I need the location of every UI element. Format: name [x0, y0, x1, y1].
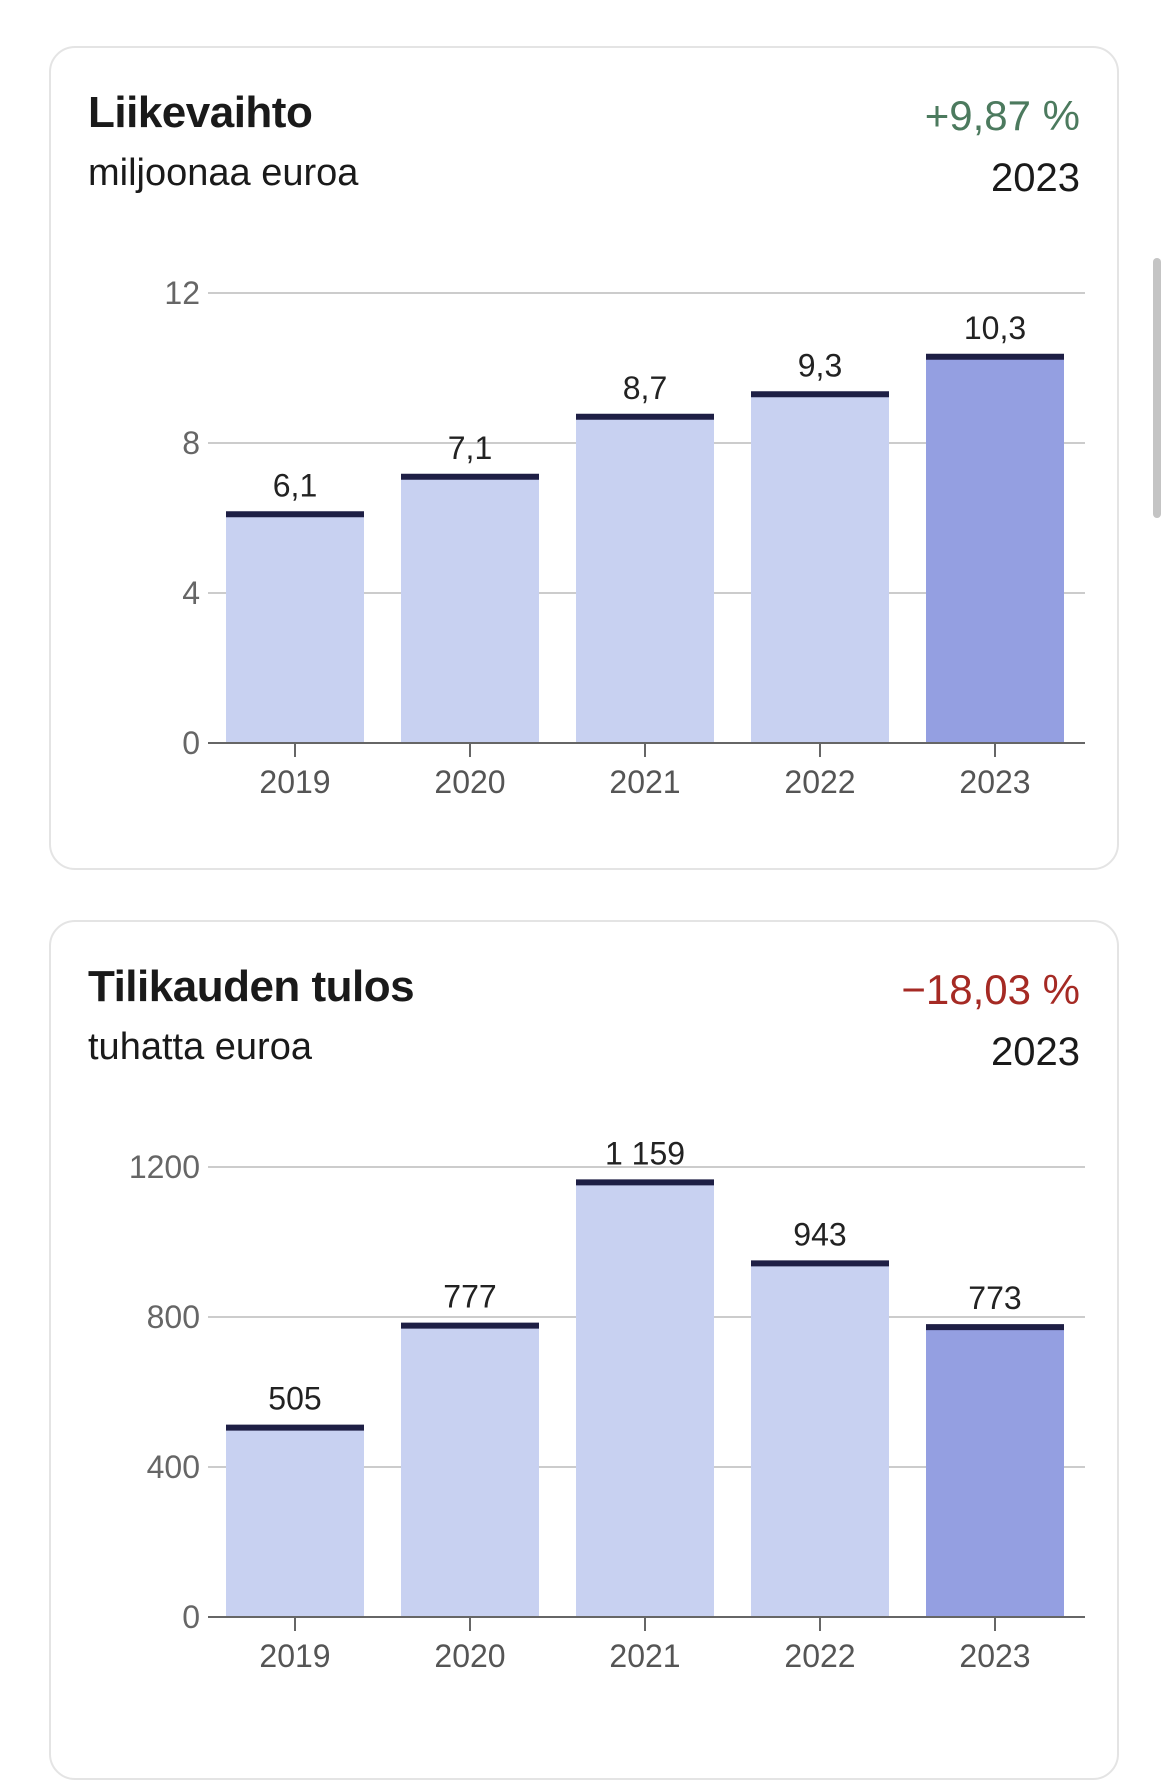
- card-subtitle: tuhatta euroa: [88, 1026, 312, 1068]
- bar-cap: [226, 511, 364, 518]
- card-year: 2023: [991, 1030, 1080, 1074]
- y-tick-label: 4: [182, 575, 200, 611]
- data-label: 7,1: [448, 430, 492, 466]
- card-year: 2023: [991, 156, 1080, 200]
- x-tick-label: 2020: [434, 1638, 505, 1674]
- y-tick-label: 800: [147, 1299, 200, 1335]
- bar: [401, 476, 539, 743]
- bar-cap: [401, 473, 539, 480]
- bar: [576, 416, 714, 743]
- data-label: 773: [968, 1280, 1021, 1316]
- bar: [751, 1263, 889, 1617]
- bar: [226, 1427, 364, 1617]
- x-tick-label: 2023: [959, 764, 1030, 800]
- y-tick-label: 8: [182, 425, 200, 461]
- data-label: 943: [793, 1216, 846, 1252]
- y-tick-label: 0: [182, 1599, 200, 1635]
- card-title: Tilikauden tulos: [88, 962, 415, 1011]
- x-tick-label: 2019: [259, 1638, 330, 1674]
- bar: [576, 1182, 714, 1617]
- data-label: 9,3: [798, 347, 842, 383]
- bar-cap: [401, 1322, 539, 1329]
- y-tick-label: 12: [164, 275, 200, 311]
- x-tick-label: 2021: [609, 764, 680, 800]
- revenue-bar-chart: 0 4 8 12 6,1 2019 7,1 2020 8,7 2021 9,3 2022 10,3 202…: [164, 275, 1085, 800]
- data-label: 505: [268, 1381, 321, 1417]
- x-tick-label: 2020: [434, 764, 505, 800]
- bar: [926, 356, 1064, 743]
- bar: [926, 1327, 1064, 1617]
- bar-cap: [926, 1324, 1064, 1331]
- x-tick-label: 2023: [959, 1638, 1030, 1674]
- bar: [401, 1325, 539, 1617]
- bar: [226, 514, 364, 743]
- bar: [751, 394, 889, 743]
- bar-cap: [751, 391, 889, 398]
- y-tick-label: 0: [182, 725, 200, 761]
- x-tick-label: 2022: [784, 1638, 855, 1674]
- y-tick-label: 1200: [129, 1149, 200, 1185]
- data-label: 777: [443, 1279, 496, 1315]
- data-label: 8,7: [623, 370, 667, 406]
- x-tick-label: 2022: [784, 764, 855, 800]
- revenue-card: Liikevaihto miljoonaa euroa +9,87 % 2023…: [49, 46, 1119, 870]
- card-title: Liikevaihto: [88, 88, 313, 137]
- bar-cap: [751, 1260, 889, 1267]
- x-tick-label: 2021: [609, 1638, 680, 1674]
- profit-bar-chart: 0 400 800 1200 505 2019 777 2020 1 159 2021 943 202…: [129, 1135, 1085, 1674]
- change-percentage: −18,03 %: [901, 966, 1080, 1013]
- x-tick-label: 2019: [259, 764, 330, 800]
- card-subtitle: miljoonaa euroa: [88, 152, 359, 194]
- data-label: 6,1: [273, 467, 317, 503]
- profit-card: Tilikauden tulos tuhatta euroa −18,03 % …: [49, 920, 1119, 1780]
- bar-cap: [576, 413, 714, 420]
- bar-cap: [926, 353, 1064, 360]
- data-label: 1 159: [605, 1135, 685, 1171]
- data-label: 10,3: [964, 310, 1026, 346]
- y-tick-label: 400: [147, 1449, 200, 1485]
- bar-cap: [226, 1424, 364, 1431]
- change-percentage: +9,87 %: [924, 92, 1080, 139]
- bar-cap: [576, 1179, 714, 1186]
- scrollbar[interactable]: [1153, 258, 1161, 518]
